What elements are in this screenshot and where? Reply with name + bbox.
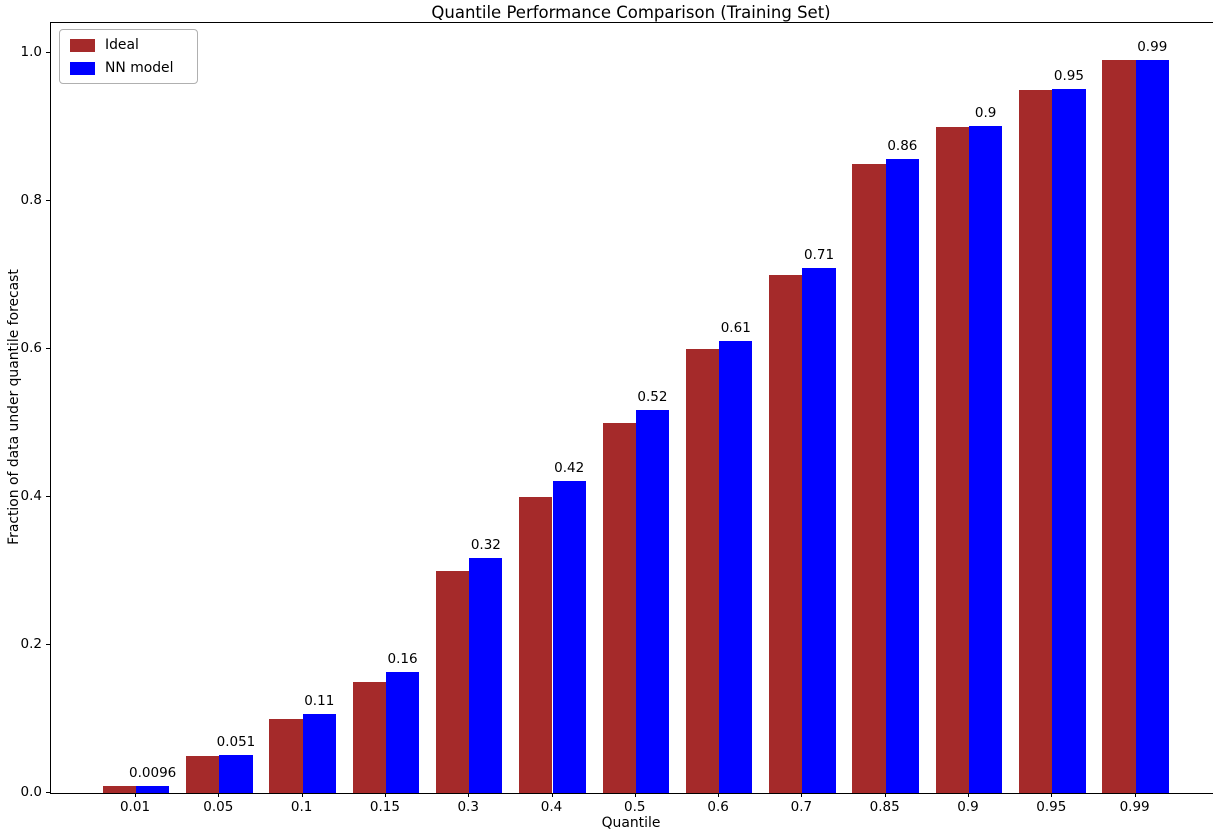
x-tick-mark-0.01 xyxy=(135,793,136,797)
chart-title: Quantile Performance Comparison (Trainin… xyxy=(431,3,831,22)
bar-value-label-0.01: 0.0096 xyxy=(129,764,177,781)
y-tick-mark-0.0 xyxy=(46,792,50,793)
y-tick-label-0.0: 0.0 xyxy=(20,784,42,800)
y-tick-label-0.2: 0.2 xyxy=(20,636,42,652)
y-tick-label-0.6: 0.6 xyxy=(20,340,42,356)
x-tick-label-0.85: 0.85 xyxy=(869,799,900,815)
ideal-bar-0.99 xyxy=(1102,60,1136,793)
ideal-bar-0.3 xyxy=(435,571,470,793)
legend-label-nn-model: NN model xyxy=(105,60,174,76)
ideal-bar-0.15 xyxy=(352,682,386,793)
x-tick-label-0.5: 0.5 xyxy=(624,799,646,815)
ideal-bar-0.6 xyxy=(685,349,720,793)
nn-model-bar-0.85 xyxy=(885,158,919,793)
bar-value-label-0.6: 0.61 xyxy=(720,319,751,336)
x-tick-mark-0.15 xyxy=(384,793,386,797)
y-tick-mark-0.6 xyxy=(46,348,50,349)
y-tick-label-0.8: 0.8 xyxy=(20,192,42,208)
x-tick-mark-0.4 xyxy=(551,793,553,797)
x-tick-mark-0.6 xyxy=(718,793,720,797)
y-tick-label-1.0: 1.0 xyxy=(20,44,42,60)
nn-model-bar-0.01 xyxy=(136,785,170,793)
ideal-bar-0.9 xyxy=(935,127,969,793)
ideal-bar-0.7 xyxy=(769,275,803,793)
y-tick-mark-0.4 xyxy=(46,496,50,497)
x-tick-mark-0.9 xyxy=(968,793,969,797)
legend-entry-ideal: Ideal xyxy=(70,37,187,53)
nn-model-bar-0.5 xyxy=(635,410,670,793)
bar-value-label-0.99: 0.99 xyxy=(1137,38,1168,55)
bar-value-label-0.1: 0.11 xyxy=(304,692,335,709)
ideal-bar-0.85 xyxy=(852,164,886,793)
bar-value-label-0.7: 0.71 xyxy=(804,247,835,264)
nn-model-bar-0.9 xyxy=(969,125,1003,793)
ideal-series-swatch xyxy=(70,38,95,52)
x-tick-mark-0.05 xyxy=(218,793,220,797)
bar-value-label-0.05: 0.051 xyxy=(216,734,256,751)
bar-value-label-0.4: 0.42 xyxy=(554,460,585,477)
nn-model-bar-0.99 xyxy=(1135,59,1169,793)
x-tick-mark-0.3 xyxy=(468,793,470,797)
ideal-bar-0.4 xyxy=(519,497,553,793)
legend: Ideal NN model xyxy=(59,29,199,84)
nn-model-bar-0.05 xyxy=(219,755,253,793)
y-tick-mark-1.0 xyxy=(46,52,50,53)
nn-model-bar-0.1 xyxy=(302,713,336,793)
plot-area: 0.0096 0.051 0.11 0.16 0.32 0.42 0.52 0.61 0.71 0… xyxy=(50,22,1213,794)
x-tick-label-0.01: 0.01 xyxy=(119,799,151,815)
nn-model-bar-0.95 xyxy=(1052,89,1086,793)
legend-entry-nn-model: NN model xyxy=(70,60,187,76)
nn-model-bar-0.4 xyxy=(552,481,586,793)
nn-model-bar-0.15 xyxy=(385,672,420,793)
y-tick-mark-0.8 xyxy=(46,200,50,201)
ideal-bar-0.95 xyxy=(1019,90,1053,793)
nn-model-bar-0.3 xyxy=(469,557,503,793)
nn-model-series-swatch xyxy=(70,61,95,75)
y-tick-mark-0.2 xyxy=(46,644,50,645)
bar-value-label-0.9: 0.9 xyxy=(974,104,997,121)
x-tick-label-0.05: 0.05 xyxy=(203,799,234,815)
x-tick-mark-0.95 xyxy=(1051,793,1053,797)
x-tick-label-0.9: 0.9 xyxy=(957,799,979,815)
x-tick-label-0.1: 0.1 xyxy=(290,799,313,815)
x-tick-label-0.95: 0.95 xyxy=(1036,799,1067,815)
x-tick-label-0.6: 0.6 xyxy=(707,799,729,815)
ideal-bar-0.01 xyxy=(102,785,136,793)
bar-value-label-0.85: 0.86 xyxy=(887,137,918,154)
ideal-bar-0.5 xyxy=(602,423,636,793)
x-tick-label-0.3: 0.3 xyxy=(457,799,479,815)
ideal-bar-0.1 xyxy=(269,719,303,793)
x-tick-mark-0.85 xyxy=(884,793,886,797)
x-tick-mark-0.7 xyxy=(801,793,803,797)
x-tick-label-0.99: 0.99 xyxy=(1119,799,1150,815)
bar-value-label-0.3: 0.32 xyxy=(470,536,501,553)
x-tick-label-0.7: 0.7 xyxy=(790,799,813,815)
x-tick-mark-0.99 xyxy=(1134,793,1136,797)
x-tick-mark-0.5 xyxy=(634,793,636,797)
x-tick-mark-0.1 xyxy=(301,793,303,797)
x-axis-label: Quantile xyxy=(601,815,661,831)
nn-model-bar-0.7 xyxy=(802,268,836,793)
x-tick-label-0.15: 0.15 xyxy=(369,799,400,815)
legend-label-ideal: Ideal xyxy=(105,37,139,53)
bar-value-label-0.15: 0.16 xyxy=(387,651,418,668)
nn-model-bar-0.6 xyxy=(719,340,753,793)
x-tick-label-0.4: 0.4 xyxy=(540,799,563,815)
bar-value-label-0.5: 0.52 xyxy=(637,389,668,406)
y-tick-label-0.4: 0.4 xyxy=(20,488,42,504)
ideal-bar-0.05 xyxy=(186,756,220,793)
bar-value-label-0.95: 0.95 xyxy=(1053,68,1084,85)
